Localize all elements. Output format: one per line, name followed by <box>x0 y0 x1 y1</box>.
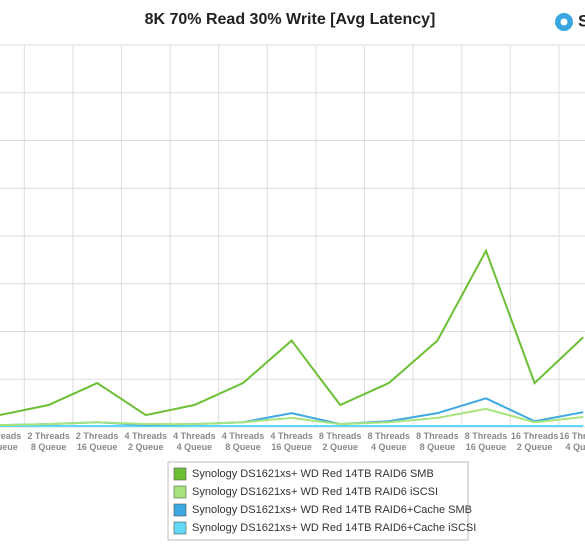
x-tick-line: 8 Threads <box>319 431 362 441</box>
x-tick-label: 8 Threads 2 Queue <box>319 431 362 452</box>
x-tick-line: 4 Queue <box>565 442 585 452</box>
x-tick-label: 4 Threads 16 Queue <box>270 431 313 452</box>
x-tick-line: 4 Queue <box>177 442 213 452</box>
legend <box>167 461 469 541</box>
logo-icon-inner <box>560 18 568 26</box>
logo-text: S <box>578 11 585 30</box>
x-tick-line: 16 Threads <box>559 431 585 441</box>
x-tick-label: 16 Threads 2 Queue <box>511 431 559 452</box>
series-line <box>0 407 584 427</box>
legend-label: Synology DS1621xs+ WD Red 14TB RAID6 iSC… <box>192 486 438 498</box>
legend-swatch <box>173 485 187 499</box>
series-line <box>0 248 584 417</box>
x-tick-label: 4 Threads 2 Queue <box>125 431 168 452</box>
x-tick-line: 2 Threads <box>27 431 70 441</box>
legend-label: Synology DS1621xs+ WD Red 14TB RAID6+Cac… <box>192 522 476 534</box>
chart-title: 8K 70% Read 30% Write [Avg Latency] <box>145 11 436 28</box>
x-tick-line: 16 Threads <box>511 431 559 441</box>
x-tick-line: 8 Queue <box>225 442 261 452</box>
legend-swatch <box>173 503 187 517</box>
x-tick-line: 16 Queue <box>77 442 118 452</box>
legend-label: Synology DS1621xs+ WD Red 14TB RAID6 SMB <box>192 468 434 480</box>
x-tick-line: 2 Threads <box>0 431 21 441</box>
x-tick-label: 2 Threads 8 Queue <box>27 431 70 452</box>
x-tick-line: 8 Threads <box>368 431 411 441</box>
x-tick-line: 4 Threads <box>173 431 216 441</box>
x-tick-label: 8 Threads 4 Queue <box>368 431 411 452</box>
x-tick-label: 8 Threads 8 Queue <box>416 431 459 452</box>
x-tick-line: 4 Queue <box>371 442 407 452</box>
x-tick-line: 2 Threads <box>76 431 119 441</box>
legend-label: Synology DS1621xs+ WD Red 14TB RAID6+Cac… <box>192 504 472 516</box>
x-tick-line: 8 Threads <box>416 431 459 441</box>
x-tick-line: 8 Queue <box>420 442 456 452</box>
x-tick-line: 16 Queue <box>271 442 312 452</box>
x-tick-line: 2 Queue <box>517 442 553 452</box>
x-tick-line: 4 Threads <box>125 431 168 441</box>
x-tick-line: 4 Threads <box>270 431 313 441</box>
x-tick-line: 8 Threads <box>465 431 508 441</box>
x-tick-label: 2 Threads 16 Queue <box>76 431 119 452</box>
x-tick-line: 2 Queue <box>322 442 358 452</box>
x-tick-line: 2 Queue <box>128 442 164 452</box>
x-tick-label: 8 Threads 16 Queue <box>465 431 508 452</box>
legend-swatch <box>173 467 187 481</box>
x-tick-label: 4 Threads 8 Queue <box>222 431 265 452</box>
x-tick-line: 8 Queue <box>31 442 67 452</box>
x-tick-label: 4 Threads 4 Queue <box>173 431 216 452</box>
x-tick-line: 4 Threads <box>222 431 265 441</box>
legend-swatch <box>173 521 187 535</box>
x-tick-line: 4 Queue <box>0 442 18 452</box>
x-tick-line: 16 Queue <box>466 442 507 452</box>
